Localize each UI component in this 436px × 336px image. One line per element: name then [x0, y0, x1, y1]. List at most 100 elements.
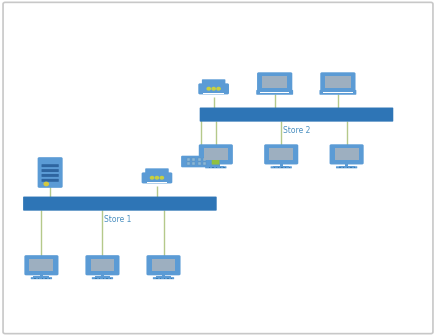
Bar: [289, 167, 290, 168]
Bar: [34, 277, 49, 278]
FancyBboxPatch shape: [146, 255, 181, 275]
Bar: [101, 273, 104, 277]
FancyBboxPatch shape: [212, 159, 219, 165]
FancyBboxPatch shape: [200, 108, 393, 122]
Bar: [38, 278, 39, 279]
Circle shape: [212, 87, 215, 90]
Bar: [281, 167, 283, 168]
Circle shape: [160, 176, 164, 179]
Bar: [40, 273, 43, 277]
Bar: [285, 167, 286, 168]
Bar: [209, 167, 210, 168]
Bar: [340, 167, 341, 168]
Bar: [214, 162, 218, 166]
Bar: [171, 278, 172, 279]
FancyBboxPatch shape: [41, 169, 59, 172]
Bar: [187, 159, 190, 161]
Bar: [345, 162, 348, 166]
FancyBboxPatch shape: [330, 144, 364, 164]
Bar: [216, 167, 217, 168]
Bar: [162, 273, 165, 277]
FancyBboxPatch shape: [142, 172, 172, 183]
Bar: [351, 167, 352, 168]
Bar: [192, 162, 195, 165]
Bar: [273, 166, 289, 167]
Bar: [30, 259, 53, 271]
FancyBboxPatch shape: [31, 277, 52, 279]
FancyBboxPatch shape: [205, 166, 226, 168]
Bar: [220, 167, 221, 168]
FancyBboxPatch shape: [41, 179, 59, 182]
FancyBboxPatch shape: [85, 255, 119, 275]
Bar: [102, 278, 104, 279]
Bar: [335, 148, 358, 161]
Bar: [99, 278, 100, 279]
Circle shape: [207, 87, 211, 90]
FancyBboxPatch shape: [37, 157, 63, 188]
Bar: [49, 278, 50, 279]
FancyBboxPatch shape: [264, 144, 298, 164]
Bar: [198, 162, 201, 165]
FancyBboxPatch shape: [199, 144, 233, 164]
FancyBboxPatch shape: [153, 277, 174, 279]
Text: Store 2: Store 2: [283, 126, 310, 135]
Bar: [110, 278, 111, 279]
Bar: [203, 162, 206, 165]
Bar: [354, 167, 355, 168]
Bar: [212, 167, 214, 168]
Bar: [146, 181, 167, 183]
Bar: [262, 76, 287, 88]
FancyBboxPatch shape: [145, 168, 169, 175]
Circle shape: [217, 87, 220, 90]
Bar: [279, 162, 283, 166]
FancyBboxPatch shape: [198, 83, 229, 94]
FancyBboxPatch shape: [256, 90, 293, 95]
Circle shape: [44, 182, 48, 185]
Bar: [269, 148, 293, 161]
Bar: [274, 167, 275, 168]
Bar: [260, 92, 290, 93]
Bar: [152, 259, 175, 271]
Bar: [45, 278, 47, 279]
FancyBboxPatch shape: [181, 156, 220, 167]
FancyBboxPatch shape: [24, 255, 58, 275]
Bar: [192, 159, 195, 161]
Circle shape: [150, 176, 154, 179]
FancyBboxPatch shape: [320, 72, 355, 92]
Bar: [91, 259, 114, 271]
FancyBboxPatch shape: [202, 79, 225, 86]
Bar: [208, 166, 224, 167]
Bar: [187, 162, 190, 165]
Bar: [95, 278, 96, 279]
Bar: [95, 277, 110, 278]
Text: Store 1: Store 1: [104, 215, 131, 224]
Bar: [339, 166, 354, 167]
FancyBboxPatch shape: [41, 174, 59, 177]
Bar: [204, 148, 228, 161]
Bar: [167, 278, 169, 279]
Bar: [323, 92, 353, 93]
Bar: [160, 278, 161, 279]
Bar: [278, 167, 279, 168]
Bar: [156, 277, 171, 278]
Bar: [223, 167, 225, 168]
FancyBboxPatch shape: [92, 277, 113, 279]
FancyBboxPatch shape: [336, 166, 357, 168]
Bar: [106, 278, 108, 279]
Bar: [34, 278, 35, 279]
FancyBboxPatch shape: [3, 2, 433, 334]
FancyBboxPatch shape: [41, 164, 59, 167]
FancyBboxPatch shape: [23, 197, 217, 211]
Bar: [41, 278, 43, 279]
Circle shape: [155, 176, 159, 179]
Bar: [343, 167, 344, 168]
Bar: [198, 159, 201, 161]
Bar: [347, 167, 348, 168]
Bar: [203, 159, 206, 161]
Bar: [164, 278, 165, 279]
FancyBboxPatch shape: [271, 166, 292, 168]
FancyBboxPatch shape: [257, 72, 292, 92]
Bar: [325, 76, 351, 88]
Bar: [203, 92, 224, 94]
FancyBboxPatch shape: [320, 90, 356, 95]
